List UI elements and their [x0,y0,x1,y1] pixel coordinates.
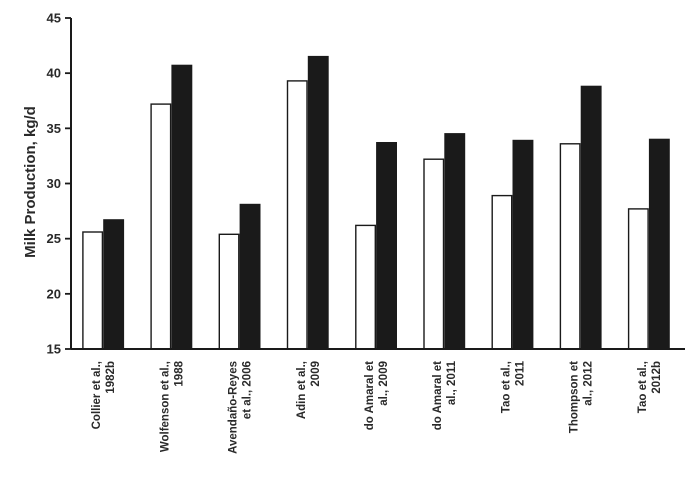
x-tick-label-line: do Amaral et [364,361,376,430]
bar-series1-cat6 [423,158,445,350]
x-tick-label-line: al., 2011 [446,360,458,405]
x-tick-label-line: al., 2009 [378,361,390,406]
bar-series2-cat4 [307,55,329,350]
bar-series2-cat8 [580,85,602,350]
bar-series1-cat7 [491,194,513,350]
x-tick-label: do Amaral et al., 2011 [432,360,458,430]
y-tick-label: 15 [47,342,61,357]
bar-series2-cat3 [239,203,261,350]
x-tick-label-line: do Amaral et [432,361,444,430]
bar-series1-cat5 [355,224,376,350]
x-tick-label: Thompson et al., 2012 [569,361,595,433]
x-tick-label-line: Adin et al., [296,361,308,419]
x-tick-label-line: Tao et al., [500,361,512,413]
x-tick-label: Adin et al., 2009 [296,361,322,419]
x-tick-label: do Amaral et al., 2009 [364,361,390,430]
bar-series1-cat8 [559,143,581,350]
x-tick-labels: Collier et al., 1982b Wolfenson et al., 198… [91,360,663,453]
x-tick-label: Collier et al., 1982b [91,361,117,429]
y-axis-label: Milk Production, kg/d [22,106,39,258]
x-tick-label: Avendaño-Reyes et al., 2006 [228,361,254,454]
y-tick-label: 35 [47,121,61,136]
x-tick-label-line: Wolfenson et al., [159,361,171,452]
x-tick-label: Tao et al., 2012b [637,361,663,413]
x-tick-label-line: 2009 [310,361,322,387]
x-tick-label-line: Tao et al., [637,361,649,413]
bars-layer [82,55,670,350]
y-tick-label: 25 [47,231,61,246]
axes-layer [65,17,685,350]
x-tick-label-line: Avendaño-Reyes [228,361,240,454]
x-tick-label-line: Collier et al., [91,361,103,429]
x-tick-label-line: al., 2012 [583,361,595,406]
bar-series1-cat1 [82,231,104,350]
x-tick-label-line: et al., 2006 [242,361,254,419]
x-tick-label-line: 2011 [514,360,526,386]
x-tick-label: Wolfenson et al., 1988 [159,360,185,452]
bar-series1-cat9 [627,208,649,350]
x-tick-label-line: 1988 [173,360,185,386]
x-tick-label: Tao et al., 2011 [500,360,526,413]
bar-series2-cat9 [648,138,670,350]
bar-series1-cat4 [286,80,308,350]
y-tick-label: 40 [47,66,61,81]
bar-series2-cat1 [103,219,125,350]
bar-series2-cat6 [444,133,466,350]
bar-series2-cat7 [512,139,534,350]
y-tick-label: 20 [47,286,61,301]
bar-series1-cat3 [218,233,240,350]
x-tick-label-line: 1982b [105,361,117,394]
bar-series2-cat5 [376,141,397,350]
x-tick-label-line: 2012b [651,361,663,394]
x-tick-label-line: Thompson et [569,361,581,433]
bar-series1-cat2 [150,103,172,350]
y-tick-labels: 15 20 25 30 35 40 45 [47,11,61,357]
bar-series2-cat2 [171,64,193,350]
y-tick-label: 30 [47,176,61,191]
y-tick-label: 45 [47,11,61,26]
